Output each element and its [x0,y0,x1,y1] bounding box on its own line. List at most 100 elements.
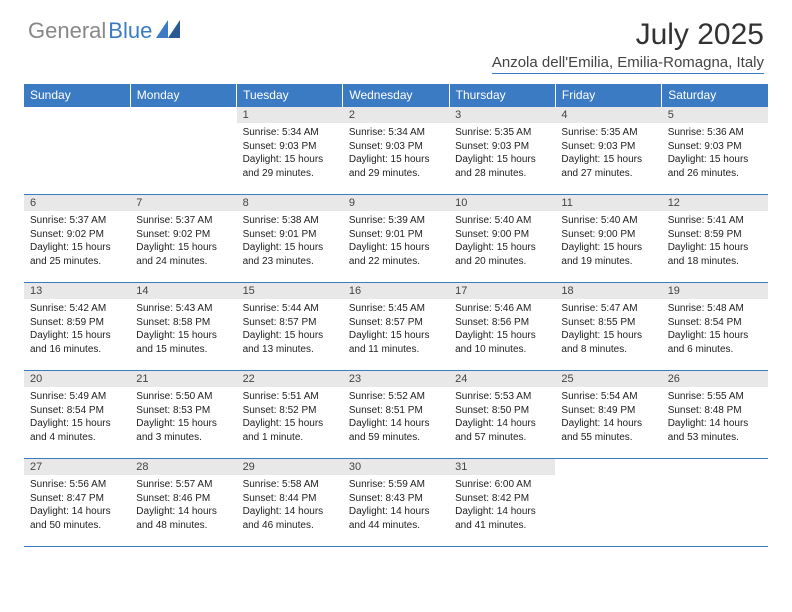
calendar-day-cell: 13Sunrise: 5:42 AMSunset: 8:59 PMDayligh… [24,283,130,371]
day-data: Sunrise: 5:50 AMSunset: 8:53 PMDaylight:… [130,387,236,444]
sunrise-line: Sunrise: 5:56 AM [30,478,124,492]
sunset-line: Sunset: 8:55 PM [561,316,655,330]
calendar-day-cell: 28Sunrise: 5:57 AMSunset: 8:46 PMDayligh… [130,459,236,547]
sunrise-line: Sunrise: 5:51 AM [243,390,337,404]
sunrise-line: Sunrise: 5:37 AM [30,214,124,228]
daylight-line: Daylight: 15 hours and 16 minutes. [30,329,124,356]
day-number: 31 [449,459,555,475]
calendar-day-cell: 20Sunrise: 5:49 AMSunset: 8:54 PMDayligh… [24,371,130,459]
calendar-week-row: 27Sunrise: 5:56 AMSunset: 8:47 PMDayligh… [24,459,768,547]
day-data: Sunrise: 5:43 AMSunset: 8:58 PMDaylight:… [130,299,236,356]
calendar-day-cell: 24Sunrise: 5:53 AMSunset: 8:50 PMDayligh… [449,371,555,459]
calendar-table: SundayMondayTuesdayWednesdayThursdayFrid… [24,84,768,547]
day-number: 21 [130,371,236,387]
sunset-line: Sunset: 9:02 PM [136,228,230,242]
calendar-empty-cell [130,107,236,195]
day-number: 12 [662,195,768,211]
sunrise-line: Sunrise: 5:52 AM [349,390,443,404]
sunset-line: Sunset: 8:42 PM [455,492,549,506]
sunset-line: Sunset: 8:46 PM [136,492,230,506]
day-number: 8 [237,195,343,211]
sunrise-line: Sunrise: 5:50 AM [136,390,230,404]
day-data: Sunrise: 5:35 AMSunset: 9:03 PMDaylight:… [449,123,555,180]
sunrise-line: Sunrise: 5:42 AM [30,302,124,316]
sunrise-line: Sunrise: 5:39 AM [349,214,443,228]
daylight-line: Daylight: 15 hours and 3 minutes. [136,417,230,444]
sunset-line: Sunset: 9:01 PM [243,228,337,242]
sunrise-line: Sunrise: 5:43 AM [136,302,230,316]
day-number: 10 [449,195,555,211]
day-data: Sunrise: 5:55 AMSunset: 8:48 PMDaylight:… [662,387,768,444]
calendar-day-cell: 31Sunrise: 6:00 AMSunset: 8:42 PMDayligh… [449,459,555,547]
day-number: 14 [130,283,236,299]
sunrise-line: Sunrise: 5:34 AM [349,126,443,140]
logo: General Blue [28,18,180,44]
day-number: 6 [24,195,130,211]
sunrise-line: Sunrise: 5:57 AM [136,478,230,492]
logo-text-gray: General [28,18,106,44]
day-number: 3 [449,107,555,123]
calendar-day-cell: 6Sunrise: 5:37 AMSunset: 9:02 PMDaylight… [24,195,130,283]
sunrise-line: Sunrise: 5:36 AM [668,126,762,140]
day-data: Sunrise: 5:57 AMSunset: 8:46 PMDaylight:… [130,475,236,532]
daylight-line: Daylight: 14 hours and 44 minutes. [349,505,443,532]
daylight-line: Daylight: 15 hours and 23 minutes. [243,241,337,268]
sunset-line: Sunset: 8:52 PM [243,404,337,418]
daylight-line: Daylight: 14 hours and 59 minutes. [349,417,443,444]
calendar-day-cell: 30Sunrise: 5:59 AMSunset: 8:43 PMDayligh… [343,459,449,547]
daylight-line: Daylight: 15 hours and 8 minutes. [561,329,655,356]
sunrise-line: Sunrise: 5:58 AM [243,478,337,492]
calendar-day-cell: 22Sunrise: 5:51 AMSunset: 8:52 PMDayligh… [237,371,343,459]
day-number: 30 [343,459,449,475]
calendar-day-cell: 1Sunrise: 5:34 AMSunset: 9:03 PMDaylight… [237,107,343,195]
day-number: 19 [662,283,768,299]
daylight-line: Daylight: 15 hours and 18 minutes. [668,241,762,268]
weekday-header-row: SundayMondayTuesdayWednesdayThursdayFrid… [24,84,768,107]
daylight-line: Daylight: 15 hours and 29 minutes. [243,153,337,180]
daylight-line: Daylight: 14 hours and 53 minutes. [668,417,762,444]
sunrise-line: Sunrise: 5:44 AM [243,302,337,316]
sunset-line: Sunset: 8:54 PM [30,404,124,418]
sunrise-line: Sunrise: 5:38 AM [243,214,337,228]
day-data: Sunrise: 5:37 AMSunset: 9:02 PMDaylight:… [24,211,130,268]
day-number: 26 [662,371,768,387]
day-number: 1 [237,107,343,123]
calendar-empty-cell [555,459,661,547]
day-number: 9 [343,195,449,211]
day-data: Sunrise: 5:59 AMSunset: 8:43 PMDaylight:… [343,475,449,532]
sunset-line: Sunset: 8:51 PM [349,404,443,418]
triangle-icon [156,20,180,43]
sunset-line: Sunset: 9:03 PM [561,140,655,154]
sunrise-line: Sunrise: 5:47 AM [561,302,655,316]
day-data: Sunrise: 5:40 AMSunset: 9:00 PMDaylight:… [555,211,661,268]
day-data: Sunrise: 5:38 AMSunset: 9:01 PMDaylight:… [237,211,343,268]
sunset-line: Sunset: 8:53 PM [136,404,230,418]
sunset-line: Sunset: 9:02 PM [30,228,124,242]
sunset-line: Sunset: 8:57 PM [243,316,337,330]
weekday-header: Monday [130,84,236,107]
day-data: Sunrise: 5:51 AMSunset: 8:52 PMDaylight:… [237,387,343,444]
day-number: 28 [130,459,236,475]
day-number: 22 [237,371,343,387]
day-number: 11 [555,195,661,211]
weekday-header: Thursday [449,84,555,107]
sunrise-line: Sunrise: 5:55 AM [668,390,762,404]
day-data: Sunrise: 5:36 AMSunset: 9:03 PMDaylight:… [662,123,768,180]
calendar-week-row: 13Sunrise: 5:42 AMSunset: 8:59 PMDayligh… [24,283,768,371]
weekday-header: Friday [555,84,661,107]
daylight-line: Daylight: 14 hours and 48 minutes. [136,505,230,532]
daylight-line: Daylight: 15 hours and 26 minutes. [668,153,762,180]
sunset-line: Sunset: 9:03 PM [243,140,337,154]
sunrise-line: Sunrise: 5:40 AM [561,214,655,228]
calendar-day-cell: 23Sunrise: 5:52 AMSunset: 8:51 PMDayligh… [343,371,449,459]
sunset-line: Sunset: 8:44 PM [243,492,337,506]
sunrise-line: Sunrise: 5:40 AM [455,214,549,228]
calendar-body: 1Sunrise: 5:34 AMSunset: 9:03 PMDaylight… [24,107,768,547]
sunrise-line: Sunrise: 5:37 AM [136,214,230,228]
calendar-day-cell: 10Sunrise: 5:40 AMSunset: 9:00 PMDayligh… [449,195,555,283]
sunrise-line: Sunrise: 5:35 AM [455,126,549,140]
sunset-line: Sunset: 9:03 PM [455,140,549,154]
sunrise-line: Sunrise: 5:45 AM [349,302,443,316]
daylight-line: Daylight: 15 hours and 25 minutes. [30,241,124,268]
day-data: Sunrise: 5:46 AMSunset: 8:56 PMDaylight:… [449,299,555,356]
